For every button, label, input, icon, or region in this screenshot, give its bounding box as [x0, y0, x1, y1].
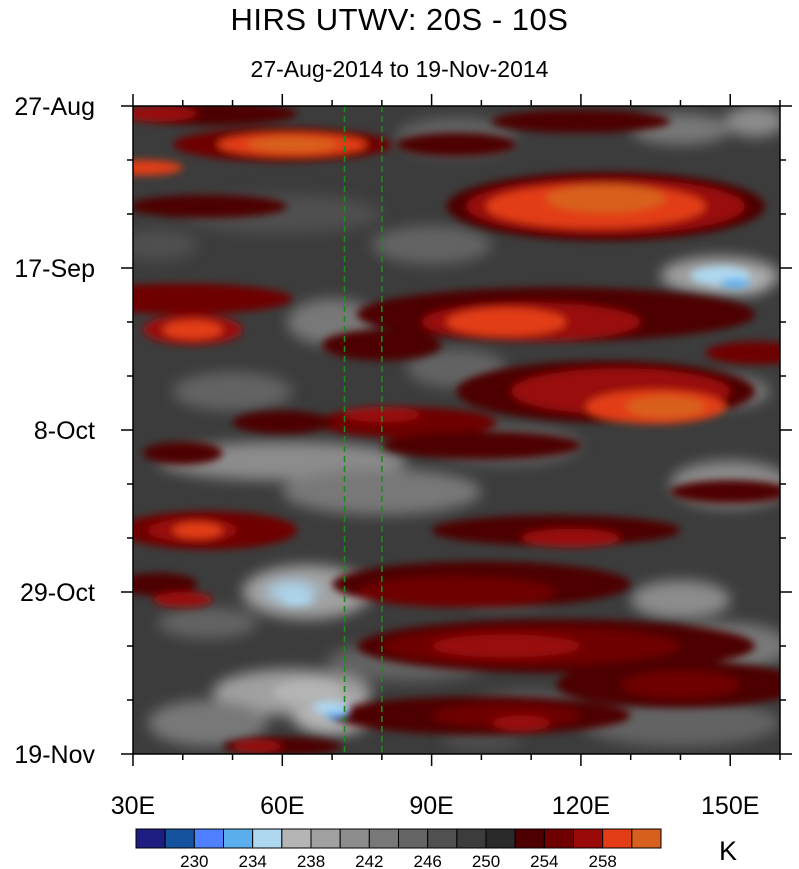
contour-patch [720, 278, 751, 288]
contour-patch [232, 740, 283, 753]
chart-subtitle: 27-Aug-2014 to 19-Nov-2014 [250, 56, 549, 82]
colorbar-swatch [573, 828, 604, 849]
colorbar-swatch [310, 828, 341, 849]
colorbar-swatch [514, 828, 545, 849]
colorbar-label: 234 [239, 852, 267, 869]
x-tick-label: 30E [111, 792, 155, 820]
colorbar-swatch [631, 828, 662, 849]
colorbar-swatch [223, 828, 254, 849]
colorbar: 230 234 238 242 246 250 254 258 K [135, 828, 737, 869]
contour-patch [247, 136, 338, 153]
contour-patch [396, 133, 517, 157]
colorbar-label: 238 [297, 852, 325, 869]
contour-patch [133, 160, 183, 176]
colorbar-swatch [339, 828, 370, 849]
y-tick-label: 27-Aug [14, 93, 95, 121]
contour-patch [133, 572, 198, 596]
contour-patch [491, 715, 552, 731]
contour-patch [322, 329, 442, 361]
contour-patch [282, 595, 313, 605]
chart-title: HIRS UTWV: 20S - 10S [230, 2, 569, 37]
x-tick-label: 60E [260, 792, 304, 820]
contour-patch [232, 410, 333, 434]
contour-patch [725, 106, 780, 137]
contour-patch [133, 229, 198, 261]
contour-patch [312, 701, 352, 714]
contour-patch [152, 592, 213, 608]
contour-patch [342, 406, 422, 423]
colorbar-swatch [543, 828, 575, 849]
colorbar-label: 250 [472, 852, 500, 869]
colorbar-label: 254 [530, 852, 558, 869]
contour-patch [172, 372, 293, 411]
contour-patch [491, 109, 671, 133]
colorbar-label: 258 [589, 852, 617, 869]
contour-patch [581, 700, 780, 747]
colorbar-swatch [135, 828, 166, 849]
contour-field [133, 106, 780, 754]
colorbar-unit: K [719, 836, 737, 866]
contour-patch [172, 522, 223, 538]
contour-patch [670, 480, 780, 504]
colorbar-swatch [281, 828, 312, 849]
contour-patch [162, 320, 223, 340]
contour-patch [133, 283, 293, 315]
colorbar-label: 230 [180, 852, 208, 869]
colorbar-swatch [485, 828, 516, 849]
cold-patches [272, 266, 751, 720]
y-tick-label: 29-Oct [20, 579, 95, 607]
contour-patch [705, 341, 780, 365]
reference-lines [343, 106, 383, 754]
contour-patch [324, 711, 350, 720]
colorbar-swatch [427, 828, 458, 849]
contour-patch [371, 225, 492, 265]
contour-patch [133, 106, 198, 122]
contour-patch [148, 700, 268, 747]
colorbar-label: 242 [355, 852, 383, 869]
contour-patch [357, 576, 556, 608]
x-tick-label: 120E [552, 792, 610, 820]
contour-patch [625, 396, 706, 418]
contour-patch [157, 607, 258, 639]
warm-patches [133, 106, 780, 754]
contour-patch [272, 680, 343, 704]
colorbar-swatch [602, 828, 633, 849]
contour-patch [446, 308, 566, 336]
plot-axes: 30E 60E 90E 120E 150E 27-Aug 17-Sep 8-Oct 29-Oct… [14, 93, 792, 820]
colorbar-swatch [368, 828, 399, 849]
y-tick-label: 17-Sep [14, 255, 95, 283]
contour-patch [431, 634, 581, 658]
y-tick-label: 8-Oct [34, 417, 95, 445]
colorbar-swatch [456, 828, 487, 849]
colorbar-label: 246 [414, 852, 442, 869]
y-tick-label: 19-Nov [14, 741, 95, 769]
contour-patch [133, 194, 288, 218]
colorbar-swatch [252, 828, 283, 849]
x-tick-label: 150E [701, 792, 759, 820]
contour-patch [546, 184, 666, 213]
contour-patch [620, 670, 741, 699]
contour-patch [381, 431, 581, 460]
contour-patch [630, 580, 731, 619]
x-tick-label: 90E [409, 792, 453, 820]
colorbar-swatch [193, 828, 225, 849]
contour-patch [521, 528, 621, 548]
colorbar-swatch [164, 828, 195, 849]
colorbar-swatch [398, 828, 429, 849]
contour-patch [143, 441, 223, 465]
